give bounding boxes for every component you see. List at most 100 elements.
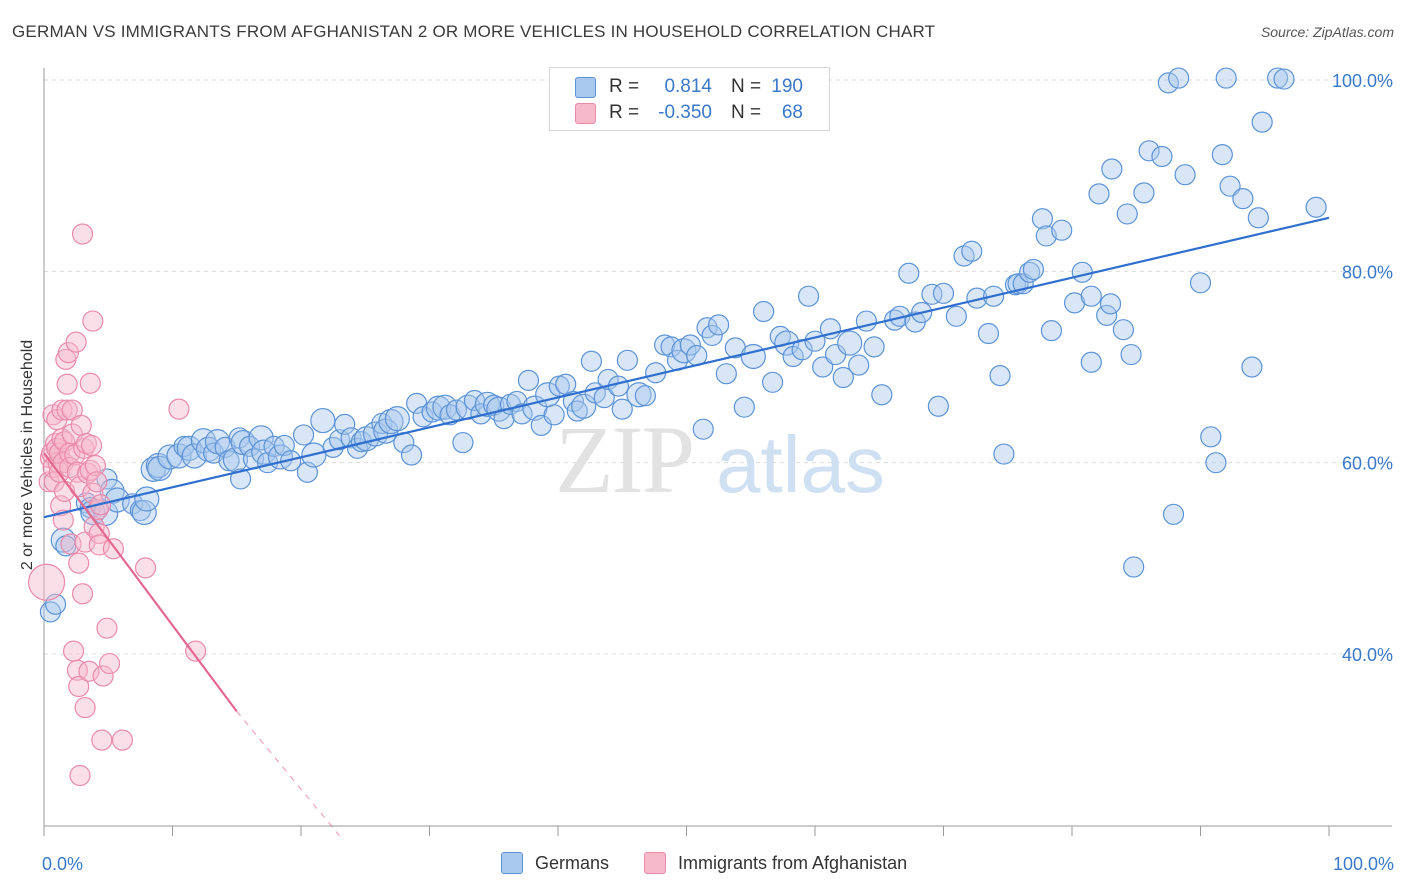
german-point [863,336,885,358]
afghanistan-point [168,398,190,420]
german-point [1189,272,1212,294]
german-point [580,350,603,372]
afghanistan-point [71,223,94,245]
german-point [362,421,389,447]
afghanistan-point [88,534,110,556]
stats-legend: R = 0.814 N = 190 R = -0.350 N = 68 [549,67,830,131]
german-point [977,322,1000,345]
afghanistan-point [79,372,101,394]
german-point [251,439,277,465]
german-point [543,404,565,426]
german-point [1211,144,1233,166]
germans-swatch [575,76,596,98]
german-point [679,334,701,356]
german-point [1305,196,1327,218]
german-point [1099,293,1122,315]
n-label: N = [731,102,762,123]
german-point [671,338,697,364]
german-point [1018,261,1041,283]
german-point [230,468,252,490]
german-point [812,356,834,378]
afghanistan-trend-line [43,452,238,713]
german-point [1138,140,1160,162]
germans-legend-swatch [501,852,523,874]
afghanistan-point [69,764,91,787]
german-point [1031,208,1054,230]
german-point [378,408,404,435]
german-point [1162,503,1185,525]
afghanistan-point [65,331,87,353]
german-point [848,354,870,376]
german-point [1116,203,1138,225]
german-point [752,300,775,323]
afghanistan-point [82,310,104,332]
german-point [1051,219,1073,241]
legend-item-afghanistan[interactable]: Immigrants from Afghanistan [644,852,907,874]
german-point [701,324,723,347]
afghanistan-swatch [575,102,596,124]
tick-labels: 40.0% 60.0% 80.0% 100.0% 0.0% 100.0% [42,71,1394,874]
german-point [1157,72,1179,94]
german-point [511,403,533,425]
german-point [616,349,638,371]
afghanistan-point [88,522,110,545]
y-tick-label: 80.0% [1342,262,1393,282]
german-point [1247,207,1269,229]
german-point [993,443,1015,465]
afghanistan-point [92,665,114,687]
german-point [898,262,920,284]
german-point [871,384,893,406]
germans-trend-line [43,216,1330,519]
afghanistan-point [62,640,85,662]
r-label: R = [609,76,640,97]
german-point [131,499,157,526]
german-point [1266,67,1289,89]
trend-lines [43,216,1330,837]
watermark: ZIP atlas [555,406,885,513]
german-point [932,282,955,304]
afghanistan-point [57,342,80,364]
afghanistan-point [71,583,94,605]
german-point [334,413,356,435]
german-point [832,366,854,389]
german-point [626,382,652,408]
german-point [797,285,820,307]
german-point [1022,258,1045,281]
afghanistan-point [68,552,90,574]
afghanistan-legend-swatch [644,852,666,874]
german-point [611,398,633,420]
german-point [692,418,714,440]
german-point [1273,68,1295,90]
afghanistan-point [80,434,103,457]
german-point [1232,188,1254,210]
german-point [1096,304,1118,326]
afghanistan-point [84,454,107,477]
r-value: -0.350 [658,102,712,123]
afghanistan-point [68,675,90,698]
afghanistan-point [82,482,104,504]
german-point [310,407,336,434]
german-point [400,444,423,466]
german-point [1080,285,1102,307]
german-point [945,305,967,327]
chart-title: GERMAN VS IMMIGRANTS FROM AFGHANISTAN 2 … [12,22,936,41]
legend-item-germans[interactable]: Germans [501,852,609,874]
german-point [1174,164,1196,186]
afghanistan-point [56,373,78,395]
german-point [1251,111,1273,133]
german-point [425,395,452,421]
german-point [452,431,474,454]
german-point [1123,556,1145,578]
german-point [176,435,202,461]
series-legend: Germans Immigrants from Afghanistan [0,852,1406,876]
afghanistan-trend-extension [236,711,341,837]
n-label: N = [731,76,762,97]
chart-source: Source: ZipAtlas.com [1260,24,1394,40]
german-point [1088,183,1110,205]
afghanistan-point [111,729,133,751]
stats-row-germans: R = 0.814 N = 190 [550,74,829,100]
german-point [607,375,629,397]
german-point [1112,319,1135,341]
afghanistan-point [185,640,207,662]
